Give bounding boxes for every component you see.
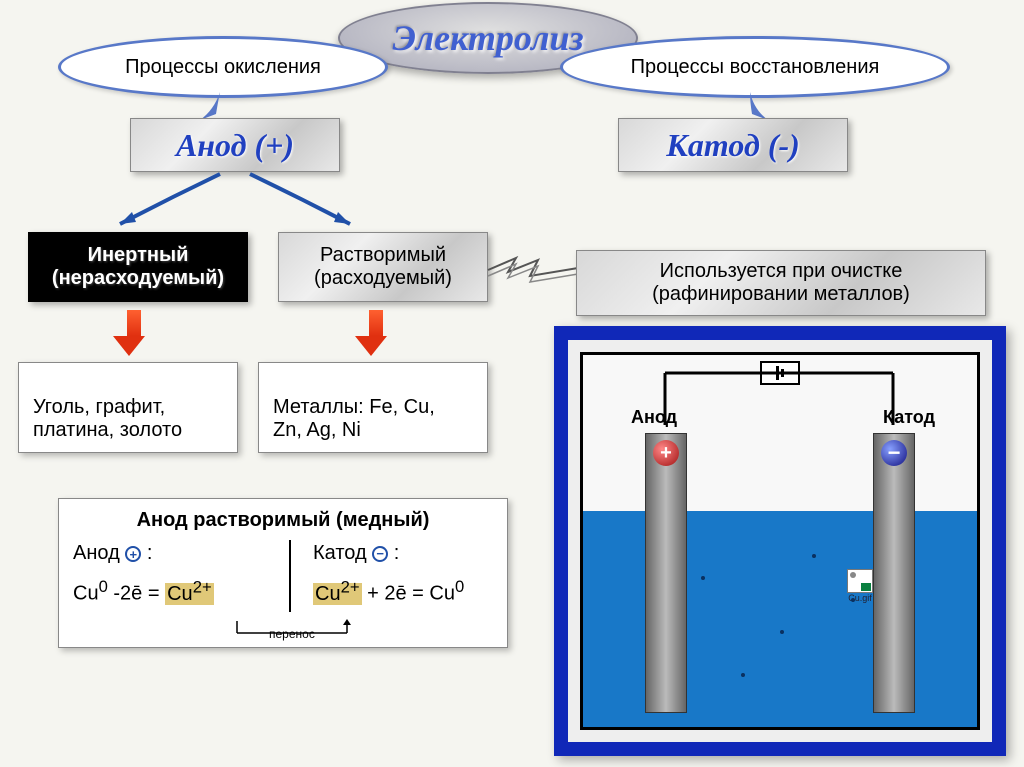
minus-icon: − (881, 440, 907, 466)
cathode-box: Катод (-) (618, 118, 848, 172)
rx-c3: 0 (455, 577, 464, 596)
transfer-label: перенос (269, 627, 315, 641)
lightning-connector (486, 250, 586, 300)
arrow-inert (122, 310, 145, 356)
rx-a2: 0 (99, 577, 108, 596)
reaction-heading: Анод растворимый (медный) (73, 509, 493, 532)
rx-anode-label: Анод (73, 542, 120, 564)
rx-c1: Cu2+ (313, 583, 362, 605)
inert-examples-text: Уголь, графит, платина, золото (33, 396, 182, 441)
cathode-label: Катод (-) (666, 127, 800, 164)
title-text: Электролиз (392, 17, 583, 59)
oxidation-label: Процессы окисления (125, 56, 321, 79)
soluble-examples-text: Металлы: Fe, Cu, Zn, Ag, Ni (273, 396, 435, 441)
arrow-soluble (364, 310, 387, 356)
plus-icon: + (653, 440, 679, 466)
cell-anode-label: Анод (631, 407, 677, 428)
reduction-label: Процессы восстановления (631, 56, 880, 79)
oxidation-oval: Процессы окисления (58, 36, 388, 98)
rx-cathode-label: Катод (313, 542, 367, 564)
cell-cathode-label: Катод (883, 407, 935, 428)
reduction-oval: Процессы восстановления (560, 36, 950, 98)
anode-box: Анод (+) (130, 118, 340, 172)
soluble-examples: Металлы: Fe, Cu, Zn, Ag, Ni (258, 362, 488, 453)
cell-frame: Анод Катод + − Cu.gif (554, 326, 1006, 756)
ion-dots (583, 511, 977, 727)
inert-examples: Уголь, графит, платина, золото (18, 362, 238, 453)
minus-circle-icon: − (372, 546, 388, 562)
inert-title: Инертный (нерасходуемый) (52, 244, 224, 290)
inert-box: Инертный (нерасходуемый) (28, 232, 248, 302)
anode-label: Анод (+) (176, 127, 294, 164)
plus-circle-icon: + (125, 546, 141, 562)
rx-a1: Cu (73, 583, 99, 605)
rx-a3: -2ē = (108, 583, 165, 605)
rx-c2: + 2ē = Cu (362, 583, 455, 605)
usage-note-text: Используется при очистке (рафинировании … (652, 260, 910, 306)
usage-note: Используется при очистке (рафинировании … (576, 250, 986, 316)
reaction-box: Анод растворимый (медный) Анод + : Cu0 -… (58, 498, 508, 648)
rx-a4: Cu2+ (165, 583, 214, 605)
soluble-box: Растворимый (расходуемый) (278, 232, 488, 302)
soluble-title: Растворимый (расходуемый) (314, 244, 452, 290)
